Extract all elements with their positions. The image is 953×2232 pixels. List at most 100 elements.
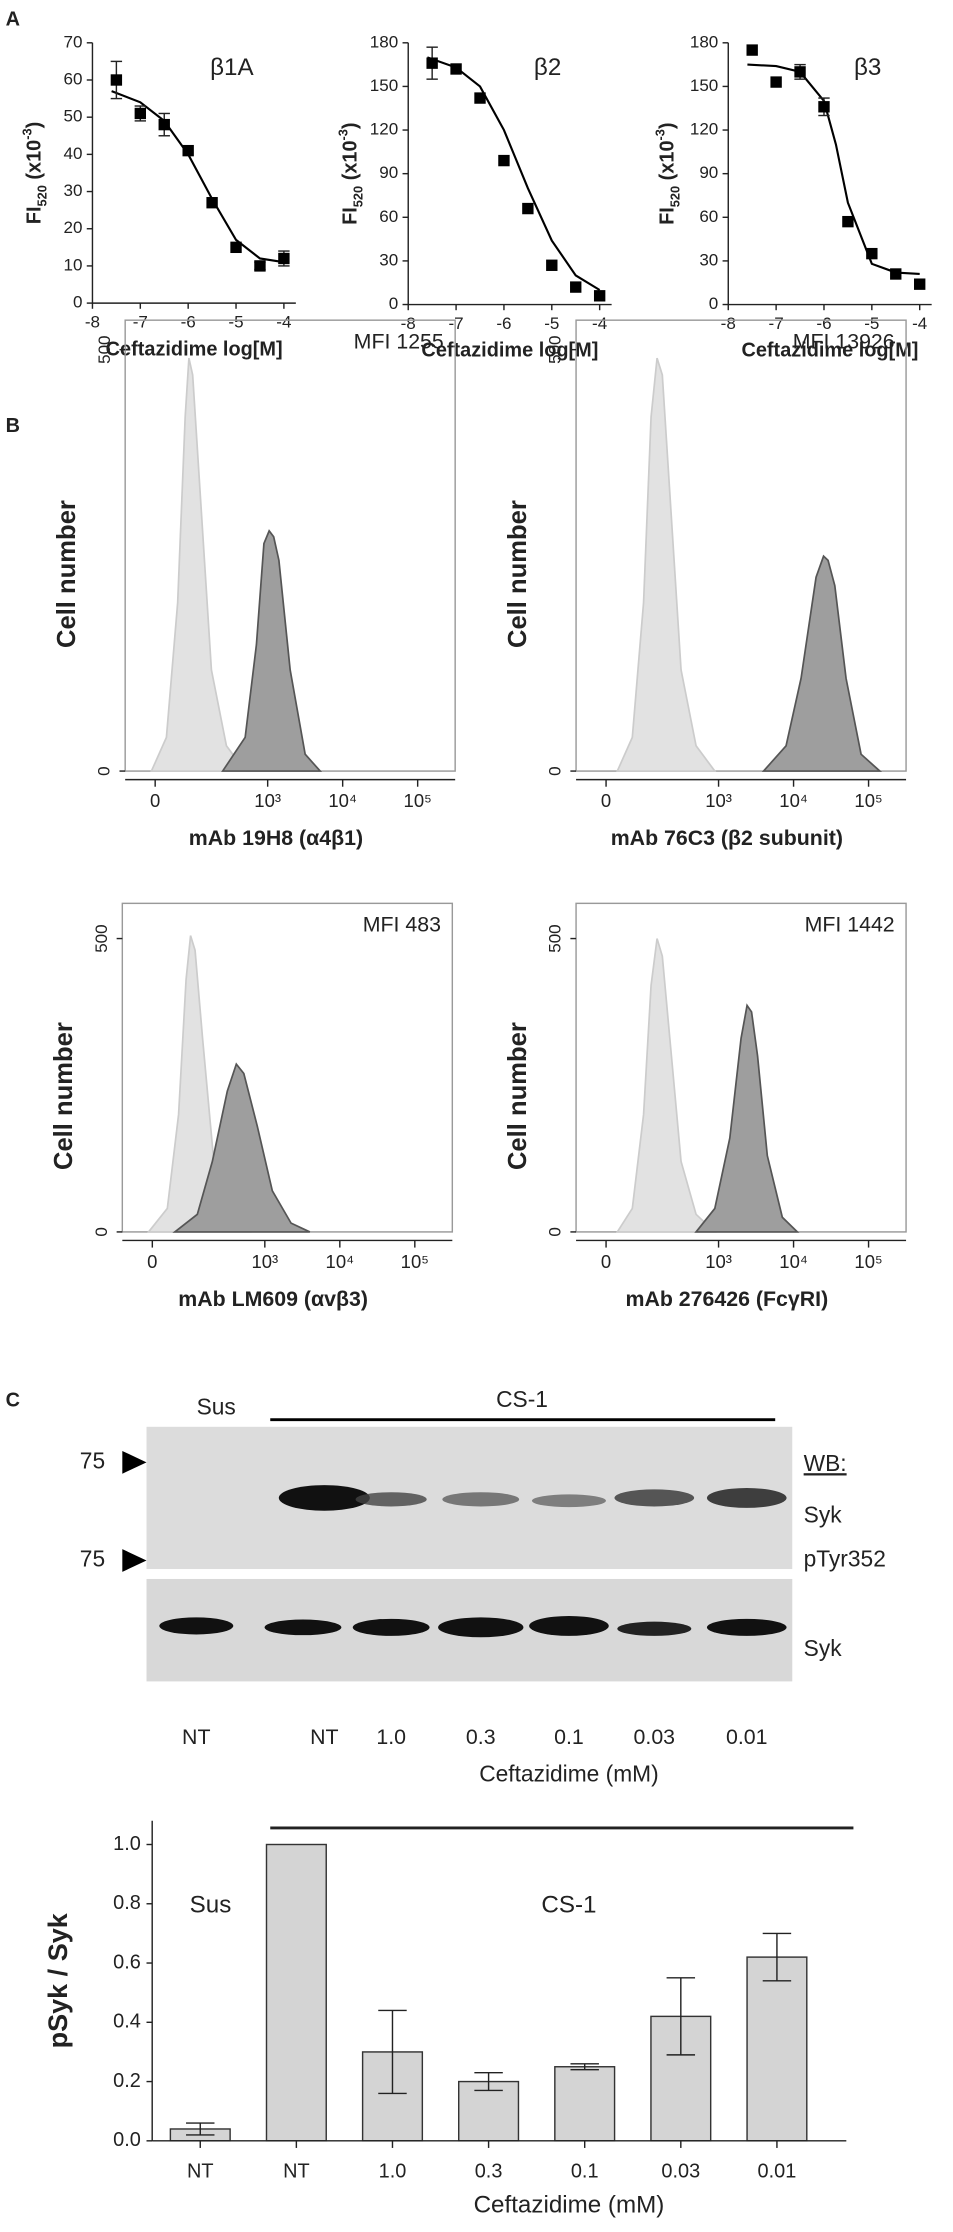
annotation: MFI 13926	[793, 330, 895, 354]
data-point	[230, 241, 242, 254]
plot-frame	[575, 319, 907, 772]
y-label-part: FI	[24, 206, 46, 224]
y-label-part: FI	[340, 207, 362, 225]
y-label-part: FI	[657, 207, 679, 225]
data-point	[770, 76, 782, 88]
blot-band	[355, 1492, 427, 1507]
blot-x-label: Ceftazidime (mM)	[479, 1760, 659, 1786]
x-axis-label: Ceftazidime (mM)	[474, 2192, 665, 2219]
blot-band	[442, 1492, 520, 1507]
histogram	[221, 529, 323, 772]
y-tick-label: 0.0	[113, 2129, 141, 2151]
data-point	[866, 247, 878, 260]
blot-label: CS-1	[496, 1386, 548, 1412]
y-tick-label: 30	[379, 250, 398, 269]
fit-curve	[747, 63, 920, 276]
y-label-part: 520	[350, 186, 365, 207]
y-axis-label: pSyk / Syk	[43, 1912, 73, 2048]
panel-label: C	[6, 1389, 20, 1411]
data-point	[206, 197, 218, 209]
x-tick-label: 10³	[251, 1251, 278, 1272]
wb-label: WB:	[804, 1450, 847, 1476]
x-tick-label: 10³	[705, 790, 732, 811]
data-point	[593, 290, 606, 302]
x-axis-label: Ceftazidime log[M]	[421, 340, 598, 362]
data-point	[110, 74, 123, 86]
x-tick-label: -7	[133, 313, 148, 332]
data-point	[794, 66, 806, 78]
y-tick-label: 40	[64, 144, 83, 163]
bar	[554, 2066, 616, 2142]
x-tick-label: -6	[181, 313, 196, 332]
chart-title: β2	[534, 54, 561, 81]
lane-label: 0.3	[466, 1725, 496, 1749]
x-axis-label: mAb LM609 (αvβ3)	[178, 1287, 368, 1311]
data-point	[182, 144, 194, 157]
data-point	[278, 252, 290, 265]
data-point	[890, 268, 902, 280]
x-tick-label: 10⁴	[779, 1251, 808, 1272]
y-axis-label: Cell number	[50, 1022, 78, 1170]
y-tick-label: 60	[699, 207, 718, 226]
fit-curve	[111, 90, 285, 264]
y-tick-label: 70	[64, 32, 83, 51]
row-label: pTyr352	[804, 1546, 886, 1572]
lane-label: 0.1	[554, 1725, 584, 1749]
annotation: MFI 483	[363, 913, 441, 937]
y-tick-label: 150	[370, 76, 398, 95]
x-tick-label: 10⁵	[854, 790, 882, 811]
x-tick-label: 0.03	[661, 2160, 700, 2182]
y-tick-label: 0.2	[113, 2070, 141, 2092]
x-tick-label: 1.0	[379, 2160, 407, 2182]
x-tick-label: -5	[228, 313, 243, 332]
data-point	[570, 281, 582, 293]
lane-label: 0.01	[726, 1725, 768, 1749]
histogram	[694, 1003, 800, 1233]
x-tick-label: 10⁵	[854, 1251, 882, 1272]
data-point	[818, 101, 830, 113]
blot-band	[264, 1619, 342, 1636]
lane-label: 0.03	[634, 1725, 676, 1749]
lane-label: NT	[182, 1725, 210, 1749]
x-tick-label: 10⁵	[404, 790, 432, 811]
data-point	[426, 57, 438, 69]
blot-label: Sus	[197, 1393, 236, 1419]
x-tick-label: 10⁵	[401, 1251, 429, 1272]
annotation: MFI 1442	[805, 913, 895, 937]
y-tick-label: 0	[389, 294, 398, 313]
chart-title: β1A	[210, 54, 254, 81]
y-label-part: (x10	[24, 140, 46, 185]
histogram	[761, 554, 883, 772]
y-axis-label: FI520 (x10-3)	[19, 122, 49, 224]
y-axis-label: Cell number	[53, 500, 81, 648]
x-tick-label: 10⁴	[328, 790, 357, 811]
x-tick-label: NT	[187, 2160, 214, 2182]
x-tick-label: -8	[721, 314, 736, 333]
x-tick-label: -8	[85, 313, 100, 332]
bar	[746, 1956, 808, 2142]
blot-band	[531, 1494, 606, 1508]
blot-band	[159, 1617, 234, 1635]
y-tick-label: 0.6	[113, 1951, 141, 1973]
x-tick-label: NT	[283, 2160, 310, 2182]
annotation: MFI 1255	[354, 330, 444, 354]
x-tick-label: 10⁴	[326, 1251, 355, 1272]
x-tick-label: -4	[276, 313, 291, 332]
y-label-part: -3	[652, 129, 667, 140]
y-tick-label: 180	[370, 32, 398, 51]
lane-label: NT	[310, 1725, 338, 1749]
y-tick-label: 500	[95, 335, 114, 363]
blot-band	[438, 1617, 524, 1638]
y-tick-label: 1.0	[113, 1833, 141, 1855]
x-axis-label: Ceftazidime log[M]	[106, 338, 283, 360]
data-point	[546, 259, 558, 271]
y-tick-label: 180	[690, 32, 718, 51]
x-tick-label: 0.3	[475, 2160, 503, 2182]
x-tick-label: 10³	[254, 790, 281, 811]
x-tick-label: 0	[150, 790, 160, 811]
y-axis-label: Cell number	[504, 500, 532, 648]
y-tick-label: 90	[379, 163, 398, 182]
panel-label: A	[6, 8, 20, 30]
marker-label: 75	[80, 1546, 105, 1572]
y-tick-label: 20	[64, 218, 83, 237]
